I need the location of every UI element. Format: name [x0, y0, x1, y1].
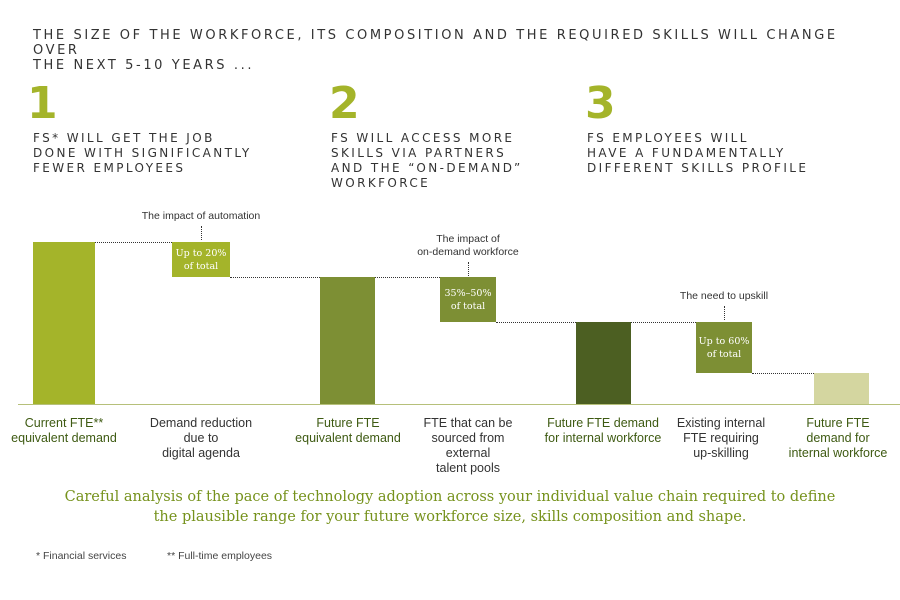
- baseline: [18, 404, 900, 405]
- pillar-2-line: SKILLS VIA PARTNERS: [331, 146, 507, 160]
- category-line: due to: [183, 431, 219, 445]
- box-text: of total: [450, 300, 486, 312]
- title-line-1: THE SIZE OF THE WORKFORCE, ITS COMPOSITI…: [33, 28, 838, 58]
- connector-line: [95, 242, 172, 243]
- pillar-1-line: DONE WITH SIGNIFICANTLY: [33, 146, 252, 160]
- pillar-1-line: FEWER EMPLOYEES: [33, 161, 186, 175]
- box-text: of total: [183, 260, 219, 272]
- category-line: Current FTE**: [24, 416, 104, 430]
- conclusion-line: Careful analysis of the pace of technolo…: [64, 489, 836, 505]
- on-demand-impact-box: 35%–50% of total: [440, 277, 496, 322]
- category-line: digital agenda: [162, 446, 240, 460]
- bar-current-fte: [33, 242, 95, 404]
- category-line: equivalent demand: [295, 431, 401, 445]
- category-line: external: [445, 446, 491, 460]
- annotation-pointer: [468, 262, 469, 276]
- annotation-text: The need to upskill: [679, 290, 769, 302]
- footnote-fs: * Financial services: [36, 550, 127, 562]
- category-future-fte: Future FTE equivalent demand: [283, 416, 413, 446]
- upskill-need-box: Up to 60% of total: [696, 322, 752, 373]
- category-external-talent: FTE that can be sourced from external ta…: [403, 416, 533, 476]
- on-demand-annotation: The impact of on-demand workforce: [388, 233, 548, 259]
- category-line: demand for: [806, 431, 870, 445]
- pillar-2-number: 2: [329, 78, 360, 129]
- pillar-2-line: AND THE “ON-DEMAND”: [331, 161, 523, 175]
- category-line: for internal workforce: [544, 431, 662, 445]
- title-line-2: THE NEXT 5-10 YEARS ...: [33, 58, 255, 73]
- box-text: of total: [706, 348, 742, 360]
- bar-final-internal: [814, 373, 869, 404]
- annotation-text: The impact of: [436, 233, 500, 245]
- category-line: Existing internal: [676, 416, 766, 430]
- connector-line: [631, 322, 696, 323]
- pillar-3-line: FS EMPLOYEES WILL: [587, 131, 749, 145]
- pillar-3-number: 3: [585, 78, 616, 129]
- category-future-internal: Future FTE demand for internal workforce: [533, 416, 673, 446]
- pillar-3-line: HAVE A FUNDAMENTALLY: [587, 146, 786, 160]
- connector-line: [496, 322, 576, 323]
- category-line: sourced from: [431, 431, 505, 445]
- category-line: FTE requiring: [683, 431, 759, 445]
- footnote-fte: ** Full-time employees: [167, 550, 273, 562]
- pillar-3-line: DIFFERENT SKILLS PROFILE: [587, 161, 809, 175]
- category-line: internal workforce: [788, 446, 888, 460]
- category-line: Demand reduction: [149, 416, 253, 430]
- category-line: talent pools: [436, 461, 500, 475]
- category-line: equivalent demand: [11, 431, 117, 445]
- category-demand-reduction: Demand reduction due to digital agenda: [136, 416, 266, 461]
- pillar-2-line: WORKFORCE: [331, 176, 431, 190]
- category-line: up-skilling: [693, 446, 749, 460]
- conclusion-text: Careful analysis of the pace of technolo…: [40, 487, 860, 527]
- pillar-2-text: FS WILL ACCESS MORE SKILLS VIA PARTNERS …: [331, 131, 523, 191]
- category-line: FTE that can be: [423, 416, 513, 430]
- box-text: Up to 60%: [698, 335, 750, 347]
- category-current-fte: Current FTE** equivalent demand: [4, 416, 124, 446]
- box-text: Up to 20%: [175, 247, 227, 259]
- annotation-text: The impact of automation: [141, 210, 261, 222]
- annotation-pointer: [724, 306, 725, 320]
- automation-impact-box: Up to 20% of total: [172, 242, 230, 277]
- category-line: Future FTE demand: [547, 416, 659, 430]
- bar-future-internal: [576, 322, 631, 404]
- category-line: Future FTE: [316, 416, 380, 430]
- pillar-2-line: FS WILL ACCESS MORE: [331, 131, 515, 145]
- connector-line: [375, 277, 440, 278]
- automation-annotation: The impact of automation: [121, 210, 281, 223]
- page-title: THE SIZE OF THE WORKFORCE, ITS COMPOSITI…: [33, 28, 853, 73]
- pillar-1-number: 1: [27, 78, 58, 129]
- pillar-1-line: FS* WILL GET THE JOB: [33, 131, 215, 145]
- category-final-internal: Future FTE demand for internal workforce: [776, 416, 900, 461]
- annotation-pointer: [201, 226, 202, 240]
- box-text: 35%–50%: [444, 287, 492, 299]
- upskill-annotation: The need to upskill: [644, 290, 804, 303]
- bar-future-fte: [320, 277, 375, 404]
- pillar-3-text: FS EMPLOYEES WILL HAVE A FUNDAMENTALLY D…: [587, 131, 808, 176]
- pillar-1-text: FS* WILL GET THE JOB DONE WITH SIGNIFICA…: [33, 131, 252, 176]
- connector-line: [230, 277, 320, 278]
- annotation-text: on-demand workforce: [417, 246, 519, 258]
- category-upskilling: Existing internal FTE requiring up-skill…: [656, 416, 786, 461]
- connector-line: [752, 373, 814, 374]
- conclusion-line: the plausible range for your future work…: [153, 509, 747, 525]
- category-line: Future FTE: [806, 416, 870, 430]
